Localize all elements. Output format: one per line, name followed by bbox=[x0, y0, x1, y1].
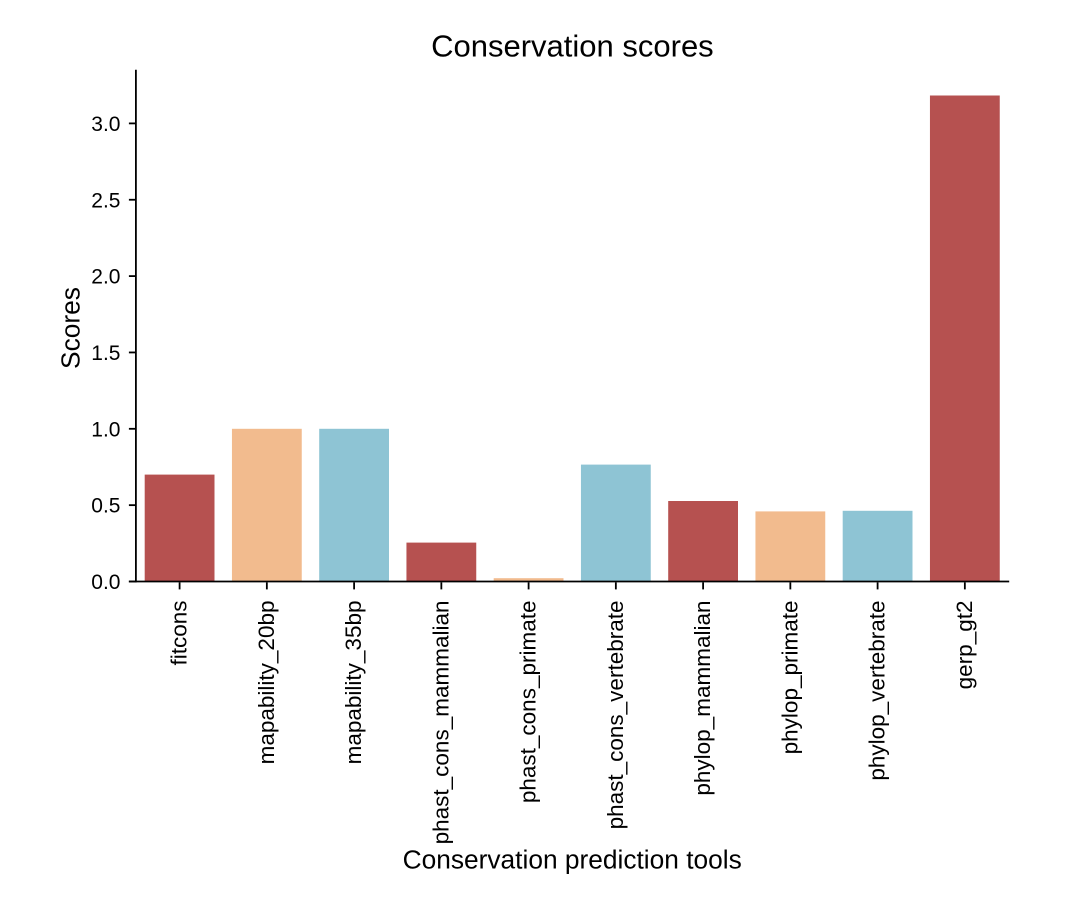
svg-text:phylop_primate: phylop_primate bbox=[777, 601, 802, 755]
svg-text:0.5: 0.5 bbox=[91, 495, 120, 518]
svg-text:1.0: 1.0 bbox=[91, 418, 120, 441]
svg-text:2.0: 2.0 bbox=[91, 266, 120, 289]
svg-text:phylop_mammalian: phylop_mammalian bbox=[690, 601, 715, 796]
svg-text:Conservation scores: Conservation scores bbox=[431, 29, 714, 64]
svg-text:mapability_35bp: mapability_35bp bbox=[341, 601, 366, 765]
svg-text:phast_cons_vertebrate: phast_cons_vertebrate bbox=[603, 601, 628, 830]
svg-text:phast_cons_primate: phast_cons_primate bbox=[516, 601, 541, 804]
svg-text:mapability_20bp: mapability_20bp bbox=[254, 601, 279, 765]
svg-text:Conservation prediction tools: Conservation prediction tools bbox=[403, 845, 742, 875]
svg-text:phast_cons_mammalian: phast_cons_mammalian bbox=[428, 601, 453, 845]
svg-text:Scores: Scores bbox=[55, 287, 85, 369]
svg-text:phylop_vertebrate: phylop_vertebrate bbox=[865, 601, 890, 781]
svg-text:3.0: 3.0 bbox=[91, 113, 120, 136]
svg-text:2.5: 2.5 bbox=[91, 189, 120, 212]
svg-text:fitcons: fitcons bbox=[167, 601, 192, 666]
svg-text:1.5: 1.5 bbox=[91, 342, 120, 365]
svg-text:0.0: 0.0 bbox=[91, 571, 120, 594]
svg-text:gerp_gt2: gerp_gt2 bbox=[952, 601, 977, 690]
